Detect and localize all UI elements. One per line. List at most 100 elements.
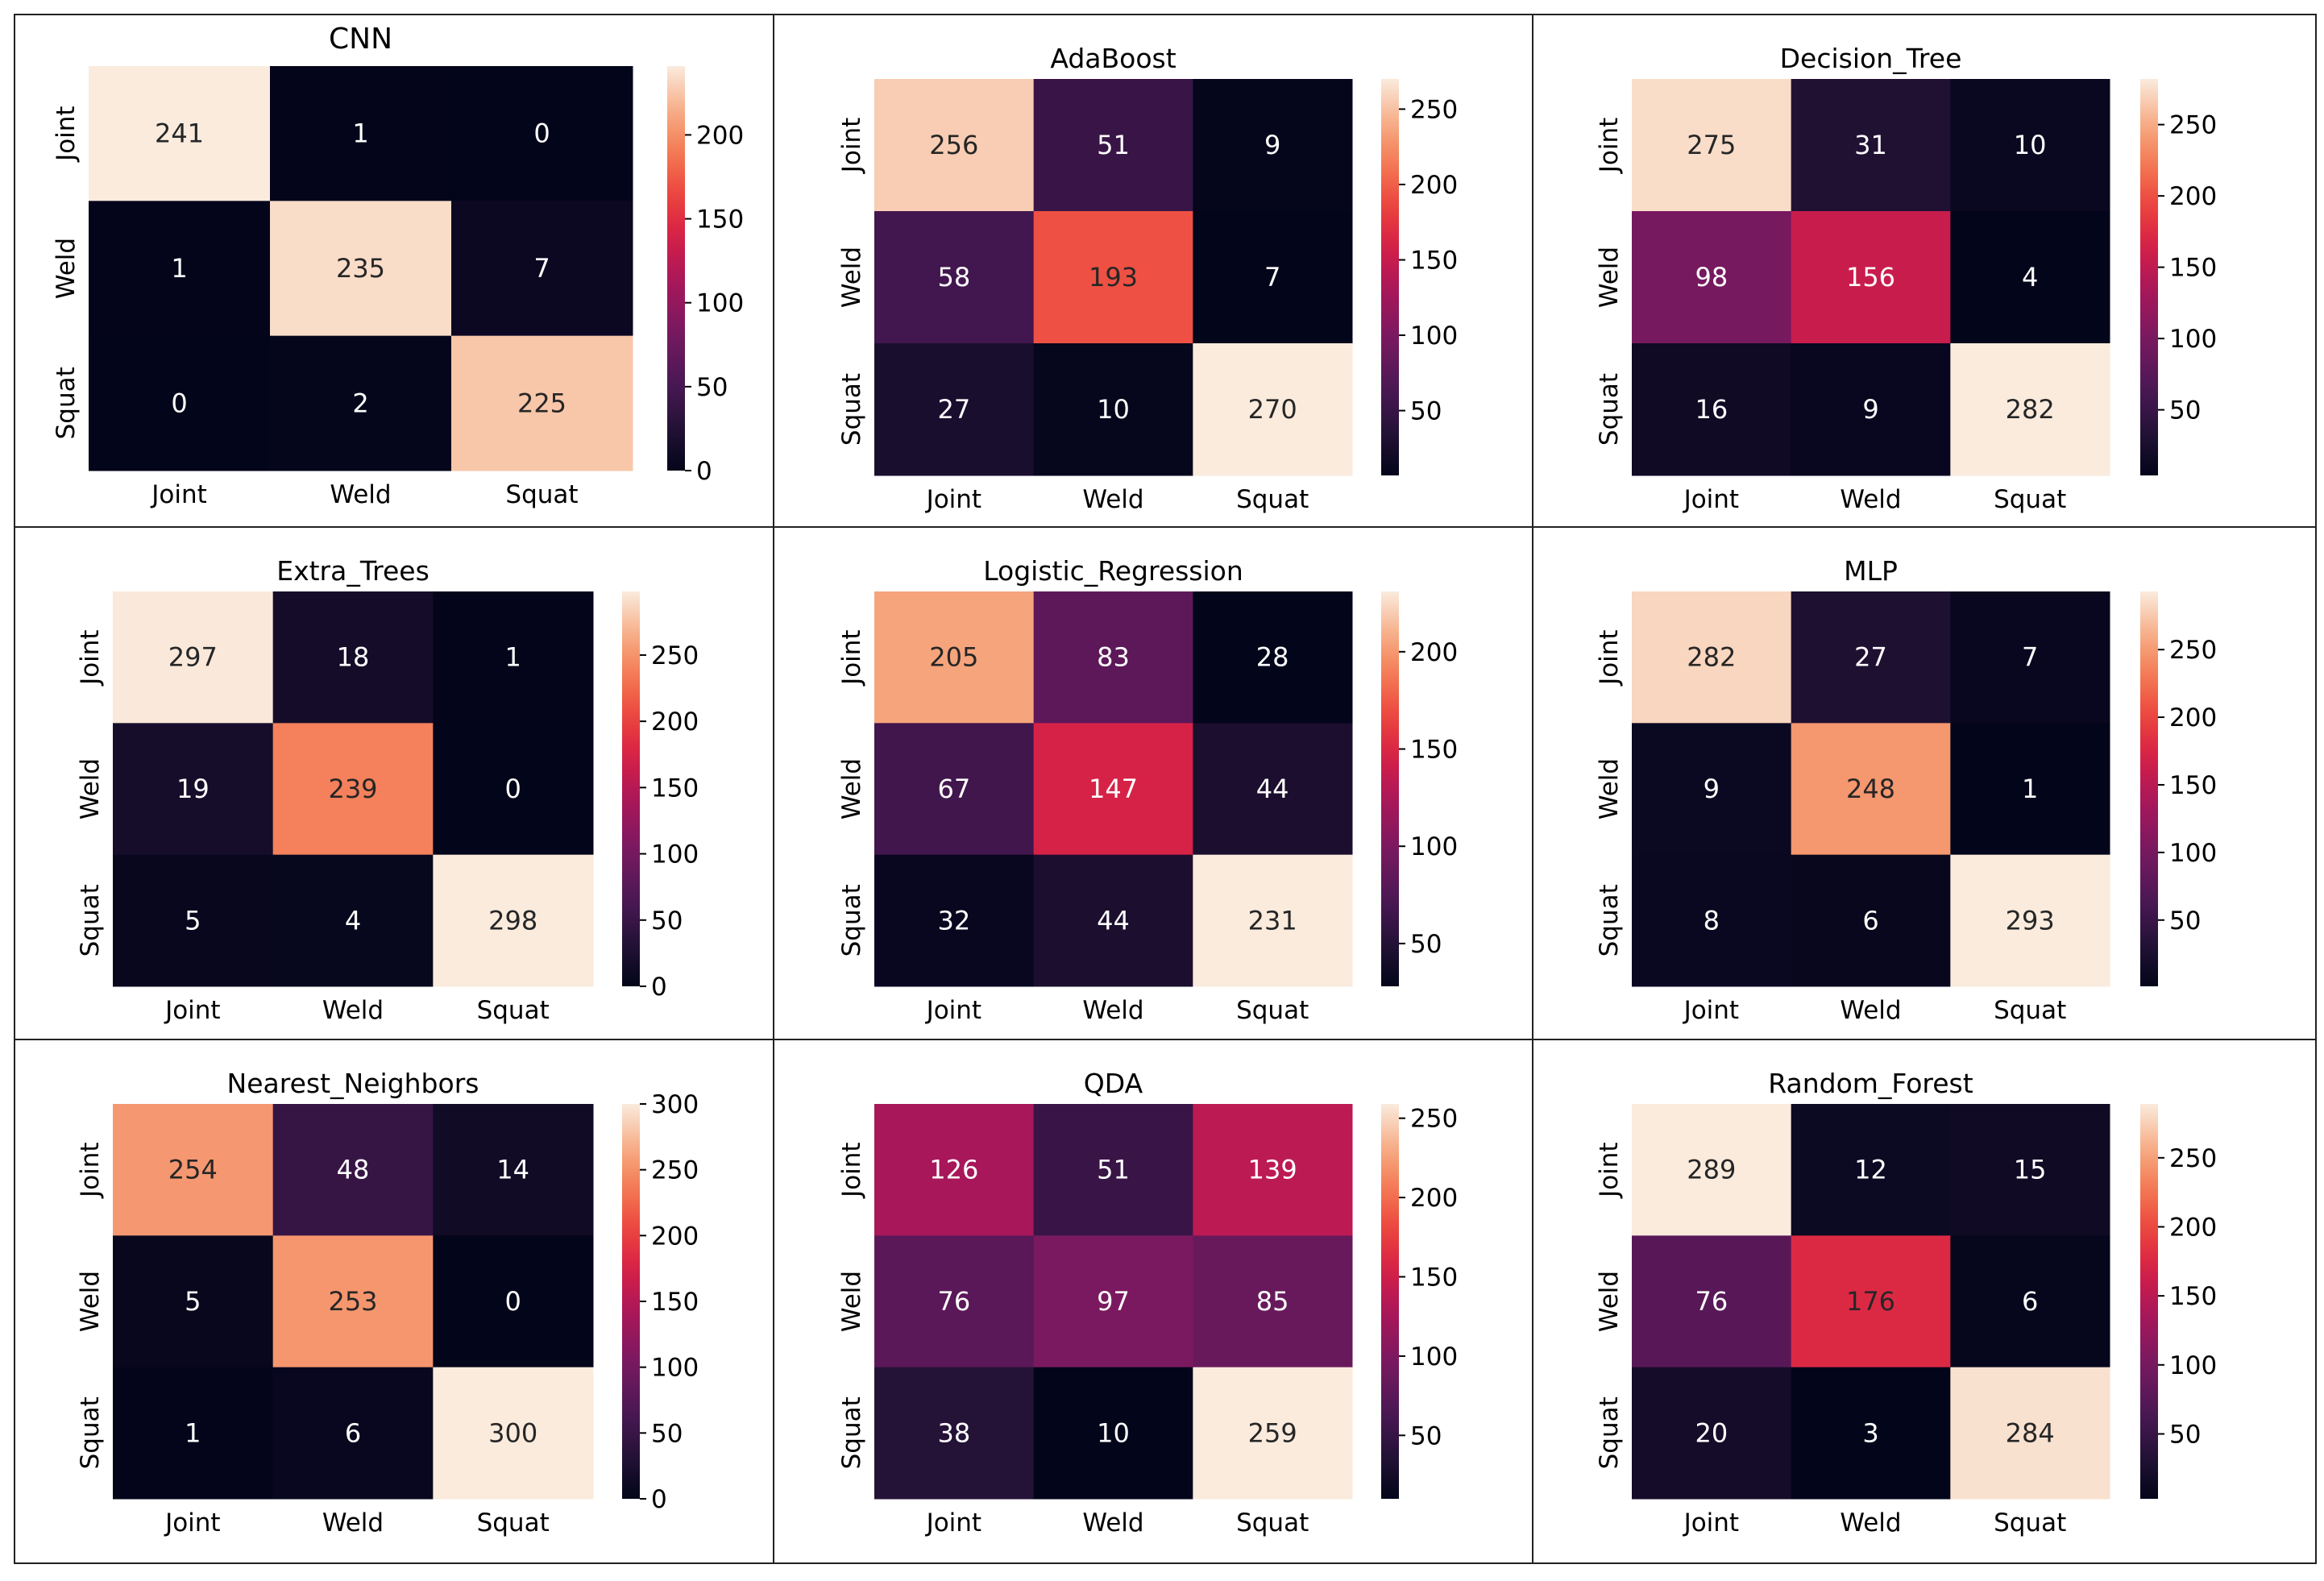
cell-value-label: 300 — [488, 1417, 537, 1448]
heatmap-cell — [1791, 1367, 1951, 1500]
cell-value-label: 51 — [1097, 1155, 1130, 1185]
colorbar-tick-label: 100 — [2169, 325, 2217, 354]
colorbar-tick-label: 200 — [1410, 171, 1458, 200]
colorbar-tick-label: 200 — [696, 121, 744, 150]
colorbar-tick-label: 150 — [1410, 736, 1458, 765]
colorbar-tick-label: 250 — [1410, 1105, 1458, 1134]
heatmap-cell — [1033, 211, 1193, 344]
heatmap-cell — [1950, 79, 2110, 212]
colorbar-tick-label: 100 — [651, 1354, 699, 1383]
chart-title: Nearest_Neighbors — [227, 1068, 479, 1099]
heatmap-cell — [451, 335, 633, 471]
heatmap-cell — [433, 723, 594, 856]
cell-value-label: 20 — [1695, 1417, 1728, 1448]
y-tick-label: Squat — [1595, 373, 1624, 446]
cell-value-label: 1 — [185, 1417, 201, 1448]
heatmap-cell — [1033, 591, 1193, 724]
colorbar-tick-label: 250 — [2169, 1144, 2217, 1173]
heatmap-cell — [1033, 343, 1193, 476]
heatmap-cell — [1791, 211, 1951, 344]
y-tick-label: Squat — [837, 884, 866, 956]
colorbar-tick-label: 150 — [696, 205, 744, 234]
heatmap-cell — [1033, 1104, 1193, 1236]
cell-value-label: 8 — [1704, 905, 1720, 936]
heatmap-cell — [272, 1367, 434, 1500]
cell-value-label: 48 — [337, 1155, 370, 1185]
cell-value-label: 6 — [345, 1417, 361, 1448]
heatmap-cell — [1791, 1104, 1951, 1236]
x-tick-label: Squat — [1994, 1508, 2066, 1537]
heatmap-cell — [1950, 854, 2110, 987]
colorbar-tick-label: 50 — [651, 907, 683, 936]
cell-value-label: 231 — [1248, 905, 1297, 936]
colorbar — [622, 1104, 640, 1499]
heatmap-cell — [113, 723, 274, 856]
heatmap-cell — [272, 854, 434, 987]
colorbar-tick-label: 200 — [2169, 182, 2217, 211]
x-tick-label: Joint — [925, 485, 982, 514]
colorbar — [1381, 591, 1399, 986]
cell-value-label: 15 — [2014, 1155, 2047, 1185]
cell-value-label: 259 — [1248, 1417, 1297, 1448]
cell-value-label: 193 — [1089, 262, 1138, 293]
y-tick-label: Joint — [837, 118, 866, 175]
y-tick-label: Weld — [837, 1271, 866, 1332]
heatmap-cell — [874, 343, 1035, 476]
y-tick-label: Squat — [52, 367, 81, 439]
cell-value-label: 256 — [929, 130, 978, 160]
x-tick-label: Squat — [1994, 485, 2066, 514]
colorbar-tick-label: 50 — [1410, 930, 1442, 959]
y-tick-label: Weld — [76, 758, 105, 820]
heatmap-cell — [1632, 1104, 1792, 1236]
heatmap-cell — [113, 1367, 274, 1500]
cell-value-label: 27 — [937, 394, 970, 425]
cell-value-label: 1 — [352, 118, 368, 149]
heatmap-cell — [1033, 723, 1193, 856]
colorbar-tick-label: 100 — [696, 289, 744, 318]
heatmap-cell — [1632, 79, 1792, 212]
cell-value-label: 282 — [2006, 394, 2055, 425]
colorbar-tick-label: 200 — [1410, 638, 1458, 667]
heatmap-qda: QDA 126 51 139 76 97 85 38 10 259 Joint Weld Squat Jo… — [837, 1068, 1458, 1537]
colorbar-tick-label: 0 — [651, 973, 667, 1002]
chart-title: MLP — [1844, 555, 1898, 587]
cell-value-label: 14 — [496, 1155, 529, 1185]
cell-value-label: 6 — [1862, 905, 1878, 936]
y-tick-label: Joint — [52, 106, 81, 163]
colorbar-tick-label: 100 — [2169, 1351, 2217, 1380]
heatmap-cell — [1193, 591, 1353, 724]
heatmap-cell — [874, 723, 1035, 856]
x-tick-label: Squat — [1236, 996, 1309, 1025]
x-tick-label: Squat — [1994, 996, 2066, 1025]
heatmap-cell — [1193, 343, 1353, 476]
colorbar-tick-label: 0 — [651, 1485, 667, 1514]
cell-value-label: 239 — [328, 774, 377, 804]
colorbar — [1381, 79, 1399, 475]
heatmap-cell — [272, 1235, 434, 1368]
colorbar-tick-label: 200 — [2169, 703, 2217, 732]
y-tick-label: Joint — [1595, 118, 1624, 175]
heatmap-cell — [874, 1367, 1035, 1500]
x-tick-label: Joint — [1683, 1508, 1740, 1537]
chart-title: AdaBoost — [1050, 43, 1176, 74]
cell-value-label: 7 — [2022, 642, 2038, 673]
colorbar-tick-label: 200 — [1410, 1184, 1458, 1213]
heatmap-cell — [433, 854, 594, 987]
cell-value-label: 27 — [1854, 642, 1887, 673]
colorbar-tick-label: 250 — [651, 1156, 699, 1185]
colorbar-tick-label: 50 — [1410, 1421, 1442, 1450]
colorbar-tick-label: 200 — [651, 1222, 699, 1251]
cell-value-label: 12 — [1854, 1155, 1887, 1185]
y-tick-label: Squat — [76, 884, 105, 956]
heatmap-cell — [113, 1104, 274, 1236]
chart-title: CNN — [329, 23, 392, 56]
colorbar-tick-label: 250 — [2169, 636, 2217, 665]
colorbar-tick-label: 0 — [696, 457, 712, 486]
heatmap-cell — [451, 66, 633, 201]
heatmap-cell — [1791, 343, 1951, 476]
heatmap-cell — [1033, 1235, 1193, 1368]
heatmap-cell — [1950, 343, 2110, 476]
chart-title: Random_Forest — [1768, 1068, 1973, 1099]
cell-value-label: 5 — [185, 1286, 201, 1317]
